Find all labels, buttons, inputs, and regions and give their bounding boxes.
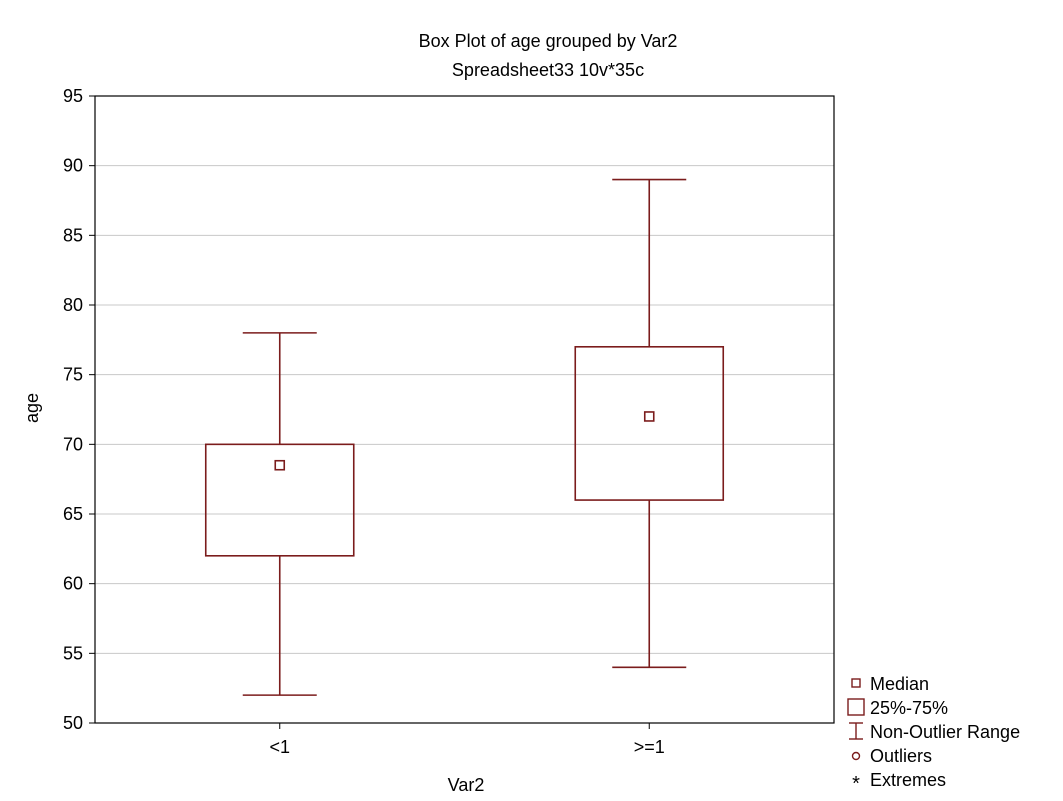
legend-label: Non-Outlier Range	[870, 722, 1020, 742]
median-marker	[643, 411, 655, 422]
legend-label: Extremes	[870, 770, 946, 790]
x-tick-label: >=1	[634, 737, 665, 757]
x-tick-label: <1	[269, 737, 290, 757]
extreme-asterisk-icon: *	[852, 773, 860, 795]
y-tick-label: 75	[63, 365, 83, 385]
y-tick-label: 85	[63, 225, 83, 245]
y-axis-label: age	[22, 393, 42, 423]
box-group	[204, 332, 355, 696]
y-tick-label: 80	[63, 295, 83, 315]
outlier-circle-icon	[851, 751, 861, 761]
median-marker	[274, 459, 286, 471]
box-group	[574, 178, 725, 669]
iqr-box	[204, 443, 355, 557]
legend-item: 25%-75%	[847, 698, 948, 718]
y-tick-label: 65	[63, 504, 83, 524]
chart-title: Box Plot of age grouped by Var2	[419, 31, 678, 51]
legend-label: 25%-75%	[870, 698, 948, 718]
x-axis-ticks: <1 >=1	[269, 723, 665, 757]
y-tick-label: 60	[63, 574, 83, 594]
y-tick-label: 55	[63, 643, 83, 663]
median-square-icon	[851, 678, 861, 688]
box-square-icon	[847, 698, 865, 716]
legend-label: Outliers	[870, 746, 932, 766]
legend-item: Non-Outlier Range	[849, 722, 1020, 742]
legend-item: Outliers	[851, 746, 932, 766]
y-tick-label: 50	[63, 713, 83, 733]
y-tick-label: 70	[63, 434, 83, 454]
plot-area-frame	[94, 95, 835, 724]
y-axis-ticks: 50 55 60 65 70 75 80 85 90 95	[63, 86, 95, 733]
y-tick-label: 95	[63, 86, 83, 106]
x-axis-label: Var2	[448, 775, 485, 795]
whisker-icon	[849, 722, 863, 740]
legend: Median 25%-75% Non-Outlier Range Outliers * E…	[847, 674, 1020, 795]
legend-label: Median	[870, 674, 929, 694]
legend-item: * Extremes	[852, 770, 946, 795]
y-tick-label: 90	[63, 156, 83, 176]
legend-item: Median	[851, 674, 929, 694]
boxes	[204, 178, 725, 696]
iqr-box	[574, 345, 725, 501]
chart-subtitle: Spreadsheet33 10v*35c	[452, 60, 644, 80]
